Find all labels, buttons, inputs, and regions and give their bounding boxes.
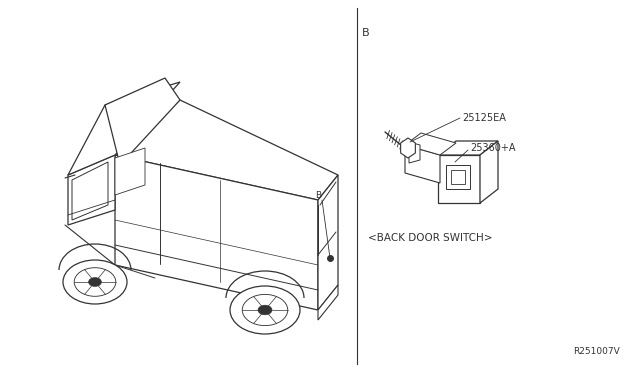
Text: B: B: [315, 190, 321, 199]
Polygon shape: [105, 78, 180, 165]
Polygon shape: [68, 155, 115, 225]
Ellipse shape: [243, 294, 288, 326]
Polygon shape: [480, 141, 498, 203]
Polygon shape: [318, 175, 338, 310]
Ellipse shape: [258, 305, 272, 315]
Polygon shape: [401, 138, 415, 158]
Polygon shape: [405, 133, 456, 155]
Polygon shape: [318, 285, 338, 320]
Text: R251007V: R251007V: [573, 347, 620, 356]
Ellipse shape: [63, 260, 127, 304]
Polygon shape: [115, 100, 338, 200]
Polygon shape: [68, 82, 180, 175]
Polygon shape: [72, 162, 108, 220]
Text: <BACK DOOR SWITCH>: <BACK DOOR SWITCH>: [368, 233, 492, 243]
Polygon shape: [115, 155, 318, 310]
Polygon shape: [115, 148, 145, 195]
Polygon shape: [446, 165, 470, 189]
Ellipse shape: [88, 278, 101, 286]
Ellipse shape: [230, 286, 300, 334]
Polygon shape: [438, 155, 480, 203]
Polygon shape: [405, 145, 440, 183]
Ellipse shape: [74, 268, 116, 296]
Polygon shape: [438, 141, 498, 155]
Text: 25125EA: 25125EA: [462, 113, 506, 123]
Text: 25360+A: 25360+A: [470, 143, 515, 153]
Polygon shape: [409, 142, 420, 163]
Text: B: B: [362, 28, 370, 38]
